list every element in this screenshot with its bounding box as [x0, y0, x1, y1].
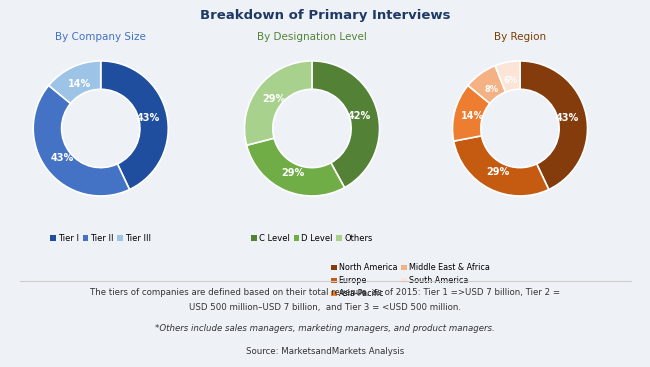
Text: 14%: 14%: [68, 80, 92, 90]
Text: 43%: 43%: [556, 113, 579, 123]
Title: By Company Size: By Company Size: [55, 32, 146, 42]
Wedge shape: [246, 138, 344, 196]
Text: 43%: 43%: [136, 113, 160, 123]
Wedge shape: [495, 61, 520, 92]
Text: The tiers of companies are defined based on their total revenue, as of 2015: Tie: The tiers of companies are defined based…: [90, 288, 560, 297]
Title: By Region: By Region: [494, 32, 546, 42]
Legend: C Level, D Level, Others: C Level, D Level, Others: [248, 230, 376, 246]
Text: 6%: 6%: [504, 76, 518, 85]
Text: Source: MarketsandMarkets Analysis: Source: MarketsandMarkets Analysis: [246, 347, 404, 356]
Text: 29%: 29%: [486, 167, 510, 177]
Wedge shape: [101, 61, 168, 189]
Text: *Others include sales managers, marketing managers, and product managers.: *Others include sales managers, marketin…: [155, 324, 495, 333]
Wedge shape: [452, 86, 490, 141]
Wedge shape: [49, 61, 101, 103]
Text: 43%: 43%: [51, 153, 74, 163]
Text: 29%: 29%: [281, 168, 304, 178]
Text: 29%: 29%: [262, 94, 285, 103]
Wedge shape: [520, 61, 588, 189]
Text: 14%: 14%: [462, 111, 484, 121]
Legend: North America, Europe, Asia-Pacific, Middle East & Africa, South America: North America, Europe, Asia-Pacific, Mid…: [328, 260, 493, 302]
Wedge shape: [454, 136, 549, 196]
Wedge shape: [244, 61, 312, 145]
Text: Breakdown of Primary Interviews: Breakdown of Primary Interviews: [200, 9, 450, 22]
Text: 8%: 8%: [484, 85, 499, 94]
Legend: Tier I, Tier II, Tier III: Tier I, Tier II, Tier III: [47, 230, 155, 246]
Text: 42%: 42%: [348, 111, 370, 121]
Text: USD 500 million–USD 7 billion,  and Tier 3 = <USD 500 million.: USD 500 million–USD 7 billion, and Tier …: [189, 303, 461, 312]
Wedge shape: [312, 61, 380, 188]
Wedge shape: [468, 66, 506, 103]
Title: By Designation Level: By Designation Level: [257, 32, 367, 42]
Wedge shape: [33, 86, 129, 196]
